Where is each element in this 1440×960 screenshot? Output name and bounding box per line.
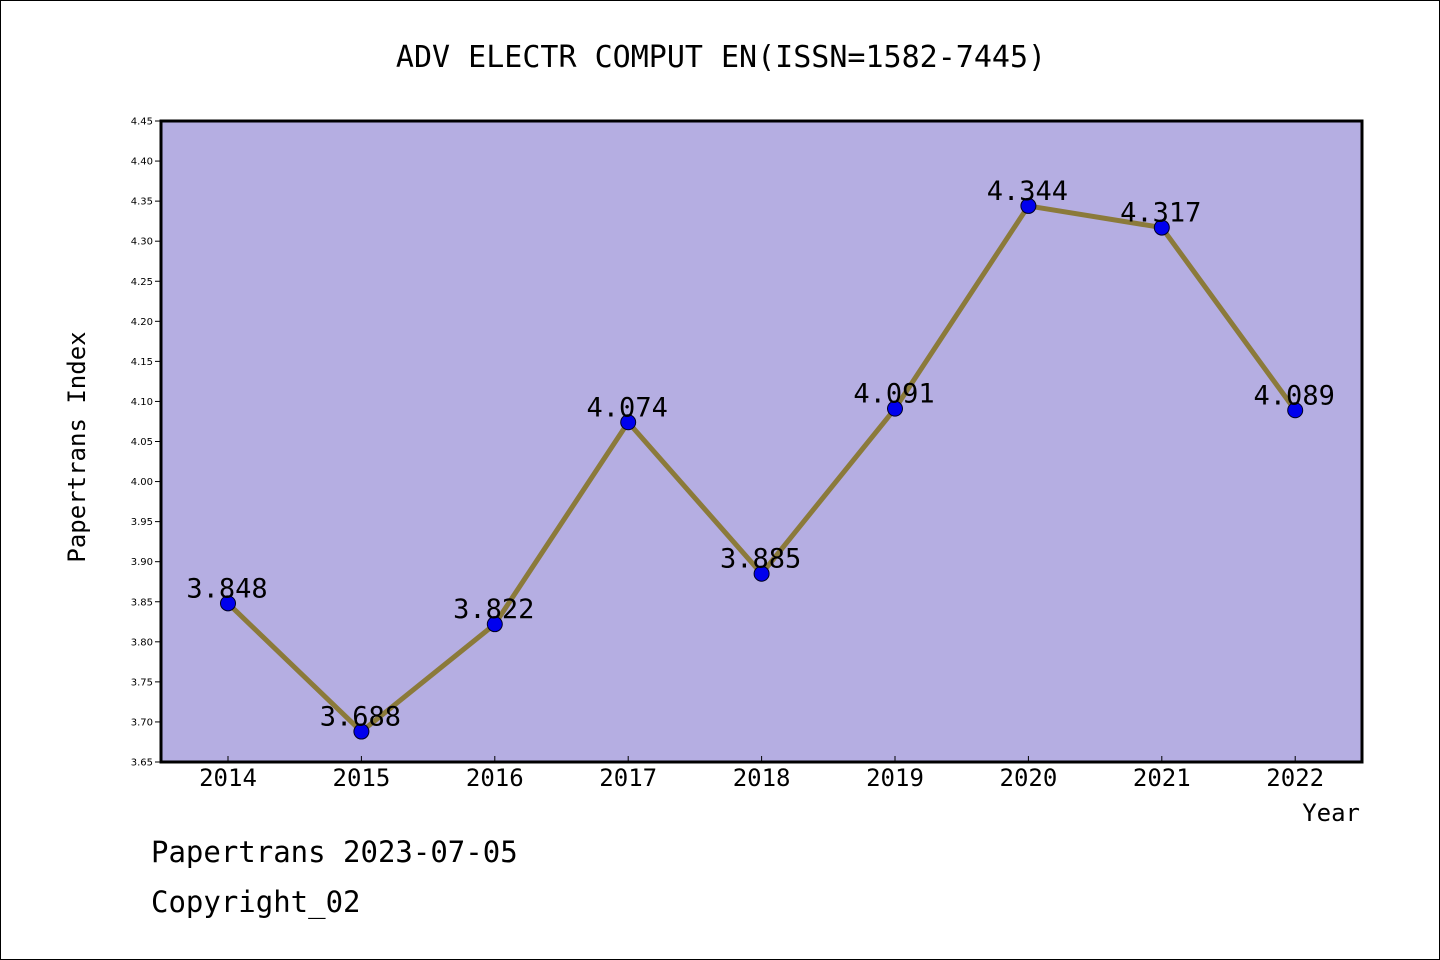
y-tick-label: 4.05	[131, 437, 153, 448]
y-tick-label: 3.85	[131, 597, 153, 608]
x-axis: 2014 2015 2016 2017 2018 2019 2020 2021 2022	[199, 756, 1324, 792]
y-axis: 3.65 3.70 3.75 3.80 3.85 3.90 3.95 4.00 4.05 4.10…	[131, 117, 161, 769]
y-tick-label: 4.20	[131, 317, 153, 328]
data-label: 3.848	[186, 573, 267, 604]
y-tick-label: 4.35	[131, 197, 153, 208]
x-tick-label: 2015	[333, 764, 391, 792]
x-tick-label: 2017	[599, 764, 657, 792]
data-label: 4.089	[1254, 380, 1335, 411]
footer-copyright-text: Copyright_02	[151, 885, 361, 919]
y-tick-label: 4.45	[131, 117, 153, 128]
data-label: 3.688	[320, 702, 401, 733]
x-tick-label: 2019	[866, 764, 924, 792]
y-tick-label: 4.00	[131, 477, 153, 488]
data-label: 3.822	[453, 594, 534, 625]
y-tick-label: 3.90	[131, 557, 153, 568]
y-tick-label: 3.75	[131, 677, 153, 688]
x-tick-label: 2021	[1133, 764, 1191, 792]
data-point	[620, 414, 637, 431]
series-layer	[220, 197, 1304, 740]
data-label: 4.074	[587, 392, 668, 423]
footer-date-text: Papertrans 2023-07-05	[151, 835, 518, 869]
y-tick-label: 3.95	[131, 517, 153, 528]
y-tick-label: 4.10	[131, 397, 153, 408]
data-label-layer: 3.848 3.688 3.822 4.074 3.885 4.091 4.344 4.317…	[186, 176, 1334, 733]
x-tick-label: 2018	[733, 764, 791, 792]
data-point	[1020, 197, 1037, 214]
y-tick-label: 4.30	[131, 237, 153, 248]
data-point	[753, 565, 770, 582]
data-point	[887, 400, 903, 417]
data-point	[220, 595, 236, 612]
y-tick-label: 4.15	[131, 357, 153, 368]
x-tick-label: 2022	[1266, 764, 1324, 792]
x-tick-label: 2014	[199, 764, 257, 792]
x-axis-label: Year	[1302, 799, 1360, 827]
y-axis-label: Papertrans Index	[63, 331, 91, 562]
y-tick-label: 4.25	[131, 277, 153, 288]
y-tick-label: 3.70	[131, 717, 153, 728]
data-point	[1153, 219, 1170, 236]
y-tick-label: 3.65	[131, 758, 153, 769]
x-tick-label: 2016	[466, 764, 524, 792]
chart-title: ADV ELECTR COMPUT EN(ISSN=1582-7445)	[396, 40, 1046, 75]
data-point	[1287, 402, 1304, 419]
y-tick-label: 4.40	[131, 157, 153, 168]
data-label: 4.344	[987, 176, 1068, 207]
y-tick-label: 3.80	[131, 637, 153, 648]
data-label: 4.317	[1120, 198, 1201, 229]
data-label: 3.885	[720, 544, 801, 575]
data-point	[353, 723, 370, 740]
data-label: 4.091	[853, 379, 934, 410]
x-tick-label: 2020	[1000, 764, 1058, 792]
data-point	[486, 616, 503, 633]
